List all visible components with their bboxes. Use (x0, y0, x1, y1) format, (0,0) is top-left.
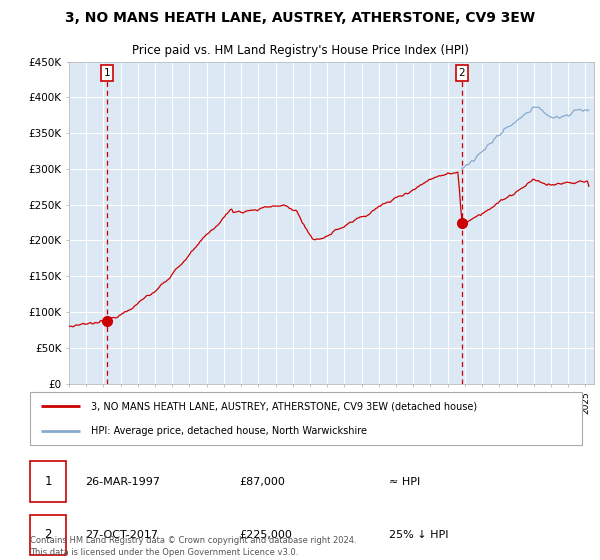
Text: 26-MAR-1997: 26-MAR-1997 (85, 477, 160, 487)
Text: £87,000: £87,000 (240, 477, 286, 487)
Text: ≈ HPI: ≈ HPI (389, 477, 420, 487)
Text: 1: 1 (104, 68, 110, 78)
Text: 27-OCT-2017: 27-OCT-2017 (85, 530, 158, 540)
Text: HPI: Average price, detached house, North Warwickshire: HPI: Average price, detached house, Nort… (91, 426, 367, 436)
Text: 1: 1 (44, 475, 52, 488)
Text: 2: 2 (458, 68, 465, 78)
FancyBboxPatch shape (30, 392, 582, 445)
Text: 3, NO MANS HEATH LANE, AUSTREY, ATHERSTONE, CV9 3EW: 3, NO MANS HEATH LANE, AUSTREY, ATHERSTO… (65, 11, 535, 25)
Text: 3, NO MANS HEATH LANE, AUSTREY, ATHERSTONE, CV9 3EW (detached house): 3, NO MANS HEATH LANE, AUSTREY, ATHERSTO… (91, 402, 477, 412)
Text: 25% ↓ HPI: 25% ↓ HPI (389, 530, 448, 540)
FancyBboxPatch shape (30, 515, 66, 555)
FancyBboxPatch shape (30, 461, 66, 502)
Text: 2: 2 (44, 528, 52, 542)
Text: Price paid vs. HM Land Registry's House Price Index (HPI): Price paid vs. HM Land Registry's House … (131, 44, 469, 57)
Text: Contains HM Land Registry data © Crown copyright and database right 2024.
This d: Contains HM Land Registry data © Crown c… (30, 536, 356, 557)
Text: £225,000: £225,000 (240, 530, 293, 540)
